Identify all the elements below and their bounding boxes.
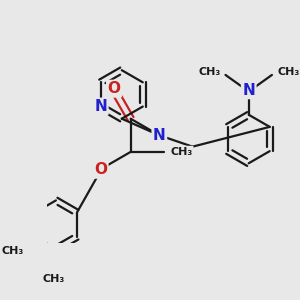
Text: N: N <box>242 83 255 98</box>
Text: N: N <box>94 99 107 114</box>
Text: CH₃: CH₃ <box>277 68 299 77</box>
Text: O: O <box>94 162 107 177</box>
Text: N: N <box>153 128 166 143</box>
Text: CH₃: CH₃ <box>1 246 23 256</box>
Text: CH₃: CH₃ <box>42 274 64 284</box>
Text: O: O <box>107 81 121 96</box>
Text: CH₃: CH₃ <box>198 68 220 77</box>
Text: CH₃: CH₃ <box>170 147 192 157</box>
